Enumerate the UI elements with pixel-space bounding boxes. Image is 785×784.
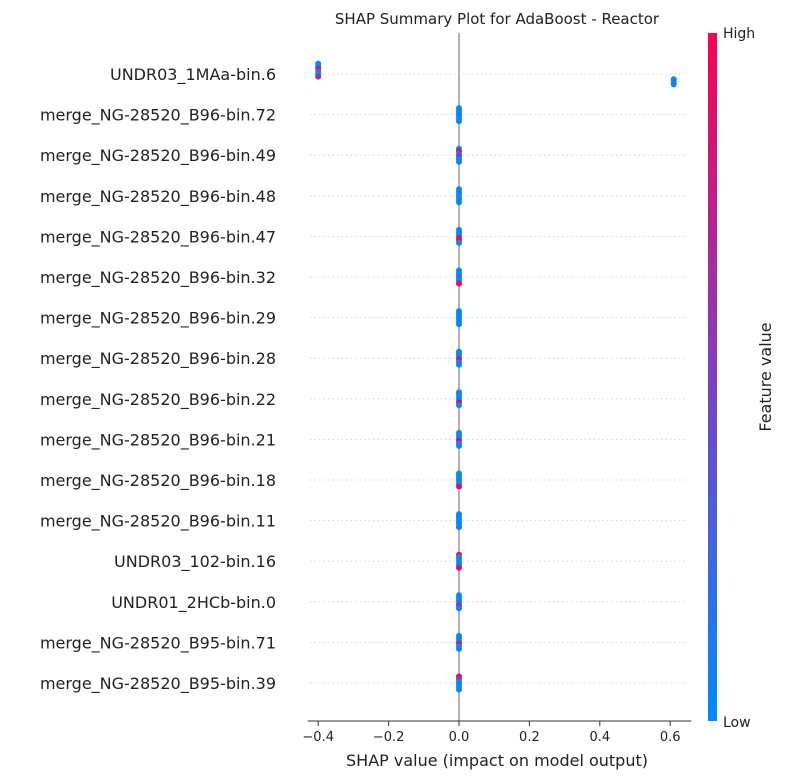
feature-labels: UNDR03_1MAa-bin.6 merge_NG-28520_B96-bin.… (40, 65, 276, 694)
feature-label: merge_NG-28520_B96-bin.18 (40, 471, 276, 491)
feature-label: merge_NG-28520_B96-bin.11 (40, 512, 276, 532)
x-tick-label: −0.2 (373, 730, 405, 745)
shap-point (670, 81, 677, 88)
colorbar-low-label: Low (723, 715, 751, 731)
shap-point (315, 73, 322, 80)
chart-title: SHAP Summary Plot for AdaBoost - Reactor (335, 10, 660, 28)
feature-label: merge_NG-28520_B96-bin.32 (40, 268, 276, 288)
x-tick-label: 0.4 (589, 730, 610, 745)
shap-point (456, 645, 462, 652)
shap-point (456, 361, 462, 368)
x-tick-label: 0.0 (449, 730, 470, 745)
shap-point (456, 402, 462, 409)
x-tick-label: 0.2 (519, 730, 540, 745)
feature-label: merge_NG-28520_B96-bin.49 (40, 146, 276, 166)
feature-label: merge_NG-28520_B96-bin.28 (40, 349, 276, 369)
shap-point (456, 199, 462, 206)
feature-label: UNDR03_1MAa-bin.6 (110, 65, 276, 85)
feature-label: merge_NG-28520_B96-bin.48 (40, 187, 276, 207)
feature-label: merge_NG-28520_B95-bin.39 (40, 674, 276, 694)
shap-point (456, 321, 462, 328)
colorbar-high-label: High (723, 26, 755, 42)
feature-label: merge_NG-28520_B96-bin.22 (40, 390, 276, 410)
feature-label: UNDR01_2HCb-bin.0 (111, 593, 276, 613)
colorbar-title: Feature value (756, 322, 775, 431)
feature-label: merge_NG-28520_B96-bin.72 (40, 106, 276, 126)
grid-lines (310, 73, 687, 684)
feature-label: merge_NG-28520_B96-bin.21 (40, 430, 276, 450)
shap-point (456, 239, 462, 246)
colorbar (708, 33, 717, 721)
shap-point (456, 524, 462, 531)
feature-label: merge_NG-28520_B96-bin.47 (40, 227, 276, 247)
x-axis-ticks: −0.4 −0.2 0.0 0.2 0.4 0.6 (302, 721, 681, 745)
shap-point (456, 118, 462, 125)
x-tick-label: 0.6 (660, 730, 681, 745)
feature-label: merge_NG-28520_B96-bin.29 (40, 309, 276, 329)
feature-label: merge_NG-28520_B95-bin.71 (40, 633, 276, 653)
shap-point (456, 158, 462, 165)
x-axis-label: SHAP value (impact on model output) (346, 751, 648, 770)
shap-point (456, 483, 462, 490)
shap-point (456, 564, 462, 571)
shap-point (456, 280, 462, 287)
shap-point (456, 605, 462, 612)
shap-point (456, 686, 462, 693)
x-tick-label: −0.4 (302, 730, 334, 745)
shap-point (456, 442, 462, 449)
points-layer (315, 60, 677, 693)
feature-label: UNDR03_102-bin.16 (114, 552, 276, 572)
